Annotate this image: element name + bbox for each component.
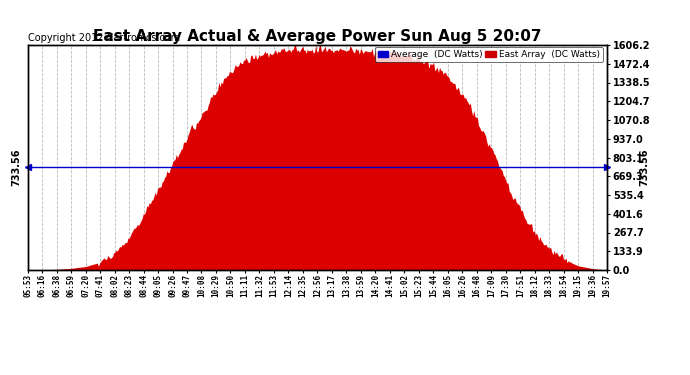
Text: 733.56: 733.56 (12, 148, 22, 186)
Legend: Average  (DC Watts), East Array  (DC Watts): Average (DC Watts), East Array (DC Watts… (375, 47, 602, 62)
Text: 733.56: 733.56 (639, 148, 649, 186)
Text: Copyright 2012 Cartronics.com: Copyright 2012 Cartronics.com (28, 33, 179, 43)
Title: East Array Actual & Average Power Sun Aug 5 20:07: East Array Actual & Average Power Sun Au… (93, 29, 542, 44)
